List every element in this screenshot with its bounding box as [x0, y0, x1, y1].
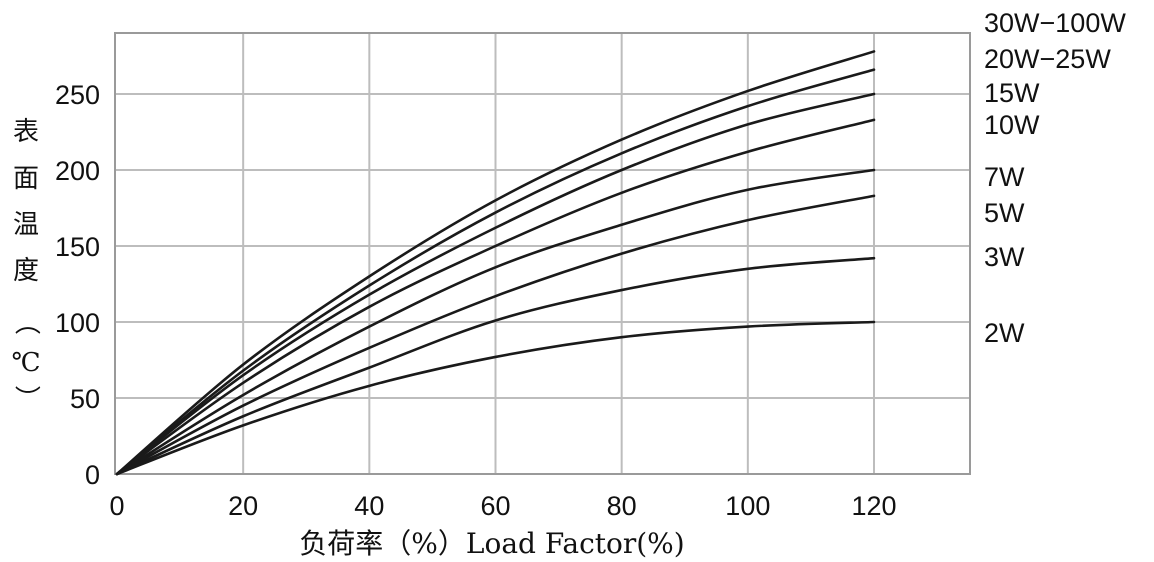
series-line: [115, 50, 876, 476]
series-label: 2W: [984, 318, 1025, 348]
x-tick-label: 120: [851, 491, 896, 521]
series-line: [115, 68, 876, 476]
series-line: [115, 256, 876, 476]
x-tick-label: 40: [354, 491, 384, 521]
curves: [115, 50, 876, 476]
y-tick-label: 50: [70, 384, 100, 414]
series-line: [115, 168, 876, 476]
series-label: 5W: [984, 198, 1025, 228]
series-label: 20W−25W: [984, 44, 1111, 74]
x-tick-label: 60: [480, 491, 510, 521]
y-tick-label: 0: [85, 460, 100, 490]
y-tick-label: 200: [55, 156, 100, 186]
series-label: 30W−100W: [984, 8, 1126, 38]
series-line: [115, 194, 876, 476]
y-axis-title-char: ℃: [11, 348, 40, 378]
y-tick-labels: 0 50 100 150 200 250: [55, 80, 100, 490]
x-tick-label: 20: [228, 491, 258, 521]
series-label: 15W: [984, 78, 1040, 108]
plot-frame: [114, 32, 971, 475]
series-line: [115, 118, 876, 476]
series-label: 7W: [984, 162, 1025, 192]
series-label: 3W: [984, 242, 1025, 272]
y-axis-title-char: 面: [13, 164, 39, 194]
y-tick-label: 100: [55, 308, 100, 338]
x-tick-label: 0: [109, 491, 124, 521]
x-tick-label: 100: [725, 491, 770, 521]
y-axis-title-char: ）: [11, 385, 41, 411]
x-tick-labels: 0 20 40 60 80 100 120: [109, 491, 896, 521]
y-axis-title-char: （: [11, 309, 41, 335]
grid-lines: [115, 33, 970, 474]
x-tick-label: 80: [607, 491, 637, 521]
series-line: [115, 92, 876, 476]
y-axis-title-char: 温: [13, 210, 39, 240]
y-axis-title-char: 度: [13, 256, 39, 286]
x-axis-title: 负荷率（%）Load Factor(%): [299, 527, 684, 560]
y-tick-label: 150: [55, 232, 100, 262]
series-line: [115, 320, 876, 476]
y-tick-label: 250: [55, 80, 100, 110]
y-axis-title-char: 表: [13, 117, 39, 147]
series-label: 10W: [984, 110, 1040, 140]
